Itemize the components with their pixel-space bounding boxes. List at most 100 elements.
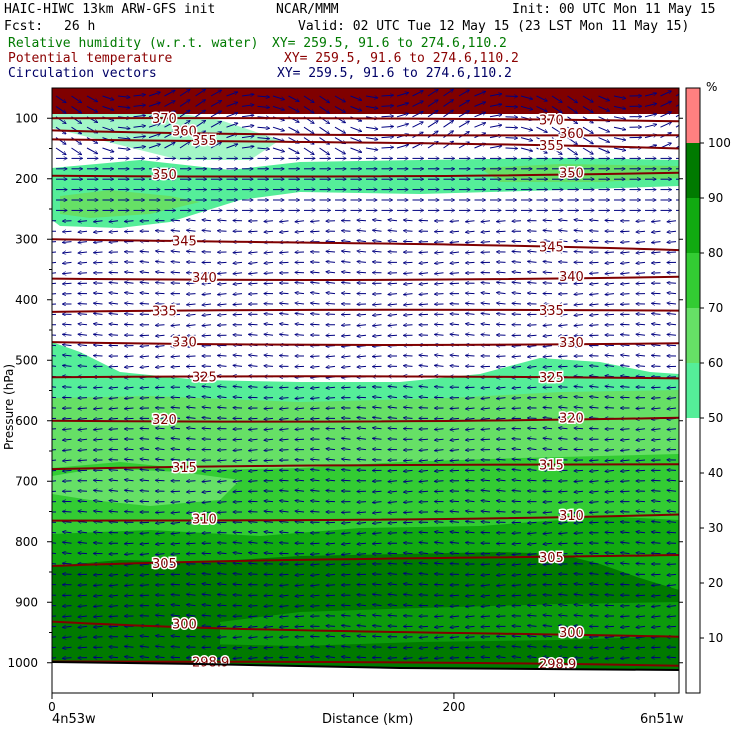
wind-vector	[621, 283, 630, 284]
wind-vector	[156, 282, 165, 283]
wind-vector	[590, 314, 599, 315]
wind-vector	[567, 137, 578, 145]
wind-vector	[63, 283, 72, 284]
wind-vector	[218, 512, 227, 513]
wind-vector	[187, 387, 196, 388]
wind-vector	[218, 605, 227, 606]
wind-vector	[202, 283, 212, 284]
wind-vector	[264, 324, 274, 325]
wind-vector	[528, 574, 537, 575]
wind-vector	[466, 355, 475, 356]
wind-vector	[636, 324, 646, 325]
wind-vector	[226, 113, 238, 118]
wind-vector	[660, 101, 672, 107]
wind-vector	[435, 334, 444, 335]
wind-vector	[187, 574, 196, 575]
wind-vector	[280, 574, 289, 575]
wind-vector	[357, 356, 367, 357]
theta-label: 325	[192, 370, 217, 385]
wind-vector	[102, 105, 114, 110]
wind-vector	[125, 303, 134, 304]
wind-vector	[373, 449, 382, 450]
theta-label: 340	[192, 271, 217, 286]
wind-vector	[598, 105, 610, 111]
wind-vector	[450, 273, 460, 274]
wind-vector	[481, 242, 491, 243]
wind-vector	[466, 221, 475, 222]
wind-vector	[171, 335, 181, 336]
rh-mid-dry-patch	[52, 468, 240, 506]
wind-vector	[226, 92, 238, 97]
wind-vector	[675, 124, 679, 128]
theta-label: 310	[192, 512, 217, 527]
wind-vector	[567, 147, 578, 155]
wind-vector	[52, 344, 57, 347]
theta-label: 298.9	[539, 658, 576, 673]
wind-vector	[109, 282, 119, 283]
wind-vector	[63, 273, 72, 274]
theta-label: 305	[152, 557, 177, 572]
wind-vector	[621, 387, 630, 388]
wind-vector	[202, 563, 212, 564]
wind-vector	[52, 261, 57, 264]
wind-vector	[435, 242, 444, 243]
wind-vector	[288, 95, 300, 102]
wind-vector	[551, 126, 562, 133]
wind-vector	[536, 147, 548, 153]
wind-vector	[652, 262, 661, 263]
wind-vector	[125, 366, 134, 367]
wind-vector	[171, 346, 181, 347]
wind-vector	[644, 104, 657, 107]
wind-vector	[63, 334, 72, 335]
wind-vector	[140, 366, 150, 367]
wind-vector	[272, 95, 284, 100]
wind-vector	[233, 386, 243, 387]
wind-vector	[187, 543, 196, 544]
wind-vector	[357, 595, 367, 596]
wind-vector	[427, 121, 438, 128]
wind-vector	[202, 304, 212, 305]
wind-vector	[652, 324, 661, 325]
wind-vector	[202, 615, 212, 616]
wind-vector	[218, 355, 227, 356]
org-label: NCAR/MMM	[276, 2, 339, 17]
wind-vector	[636, 501, 646, 502]
wind-vector	[133, 136, 146, 137]
wind-vector	[326, 533, 336, 534]
wind-vector	[543, 346, 553, 347]
wind-vector	[404, 231, 413, 232]
wind-vector	[528, 282, 537, 283]
wind-vector	[171, 325, 181, 326]
wind-vector	[133, 115, 146, 116]
rh-colorbar: 10 20 30 40 50 60 70 80 90 100	[685, 87, 731, 694]
theta-label: 345	[172, 234, 197, 249]
wind-vector	[443, 89, 454, 97]
wind-vector	[55, 147, 66, 155]
y-tick-label: 600	[15, 414, 38, 428]
wind-vector	[474, 91, 486, 97]
wind-vector	[311, 303, 320, 304]
wind-vector	[582, 95, 593, 102]
x-axis-label: Distance (km)	[322, 712, 414, 727]
wind-vector	[357, 407, 367, 408]
wind-vector	[636, 408, 646, 409]
wind-vector	[574, 220, 584, 221]
wind-vector	[125, 293, 134, 294]
wind-vector	[249, 511, 258, 512]
wind-vector	[536, 105, 548, 111]
wind-vector	[257, 106, 270, 107]
theta-label: 355	[192, 134, 217, 149]
wind-vector	[605, 294, 615, 295]
wind-vector	[156, 356, 165, 357]
colorbar-label: 100	[708, 136, 731, 150]
wind-vector	[280, 355, 289, 356]
wind-vector	[559, 230, 568, 231]
wind-vector	[288, 126, 300, 133]
wind-vector	[249, 283, 258, 284]
wind-vector	[404, 355, 413, 356]
wind-vector	[52, 241, 57, 243]
wind-vector	[179, 89, 190, 97]
wind-vector	[373, 325, 382, 326]
wind-vector	[171, 251, 181, 252]
theta-field-label: Potential temperature	[8, 51, 173, 66]
